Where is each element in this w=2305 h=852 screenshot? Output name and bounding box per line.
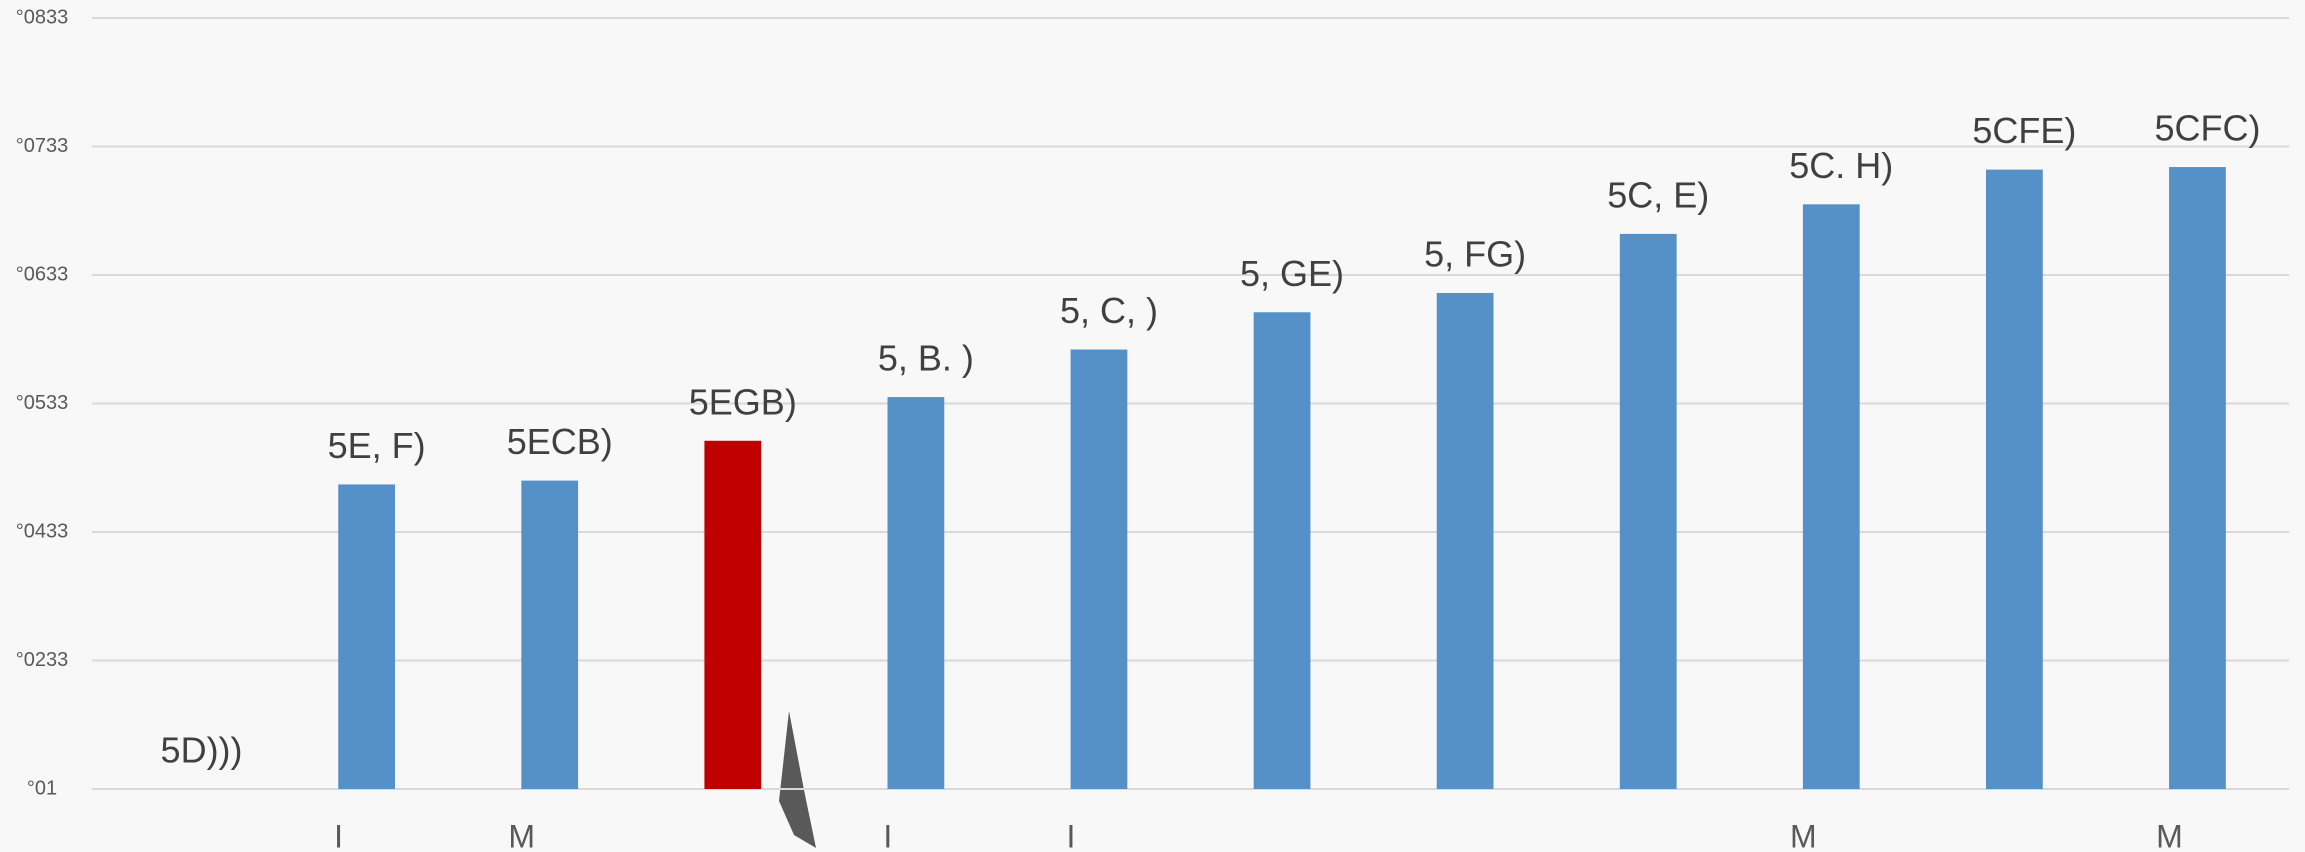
bar bbox=[1985, 169, 2043, 789]
bar bbox=[1070, 349, 1128, 789]
pointer-shape bbox=[779, 711, 816, 848]
data-label: 5CFE) bbox=[1972, 110, 2076, 151]
y-tick-label: °0733 bbox=[16, 135, 69, 157]
data-label: 5E, F) bbox=[328, 425, 426, 466]
y-tick-label: °0233 bbox=[16, 649, 69, 671]
data-label: 5C. H) bbox=[1789, 145, 1893, 186]
y-tick-label: °0833 bbox=[16, 6, 69, 28]
bar bbox=[887, 397, 945, 789]
x-tick-label: M bbox=[1790, 818, 1817, 852]
bar bbox=[704, 440, 762, 789]
bar bbox=[521, 480, 579, 789]
data-label: 5, GE) bbox=[1240, 253, 1344, 294]
x-tick-label: I bbox=[883, 818, 892, 852]
bar bbox=[1253, 312, 1311, 789]
y-tick-label: °01 bbox=[27, 777, 57, 799]
data-label: 5CFC) bbox=[2154, 108, 2260, 149]
data-label: 5D))) bbox=[161, 730, 243, 771]
bar bbox=[1619, 233, 1677, 789]
data-label: 5, C, ) bbox=[1060, 290, 1158, 331]
x-tick-label: I bbox=[1067, 818, 1076, 852]
data-label: 5, B. ) bbox=[878, 338, 974, 379]
bar bbox=[338, 484, 396, 789]
data-label: 5C, E) bbox=[1607, 174, 1709, 215]
data-label: 5ECB) bbox=[507, 421, 613, 462]
data-label: 5EGB) bbox=[689, 381, 797, 422]
y-tick-label: °0433 bbox=[16, 520, 69, 542]
x-tick-label: M bbox=[2156, 818, 2183, 852]
x-tick-label: M bbox=[508, 818, 535, 852]
x-tick-label: I bbox=[334, 818, 343, 852]
bar bbox=[1436, 292, 1494, 789]
y-tick-label: °0633 bbox=[16, 263, 69, 285]
bar bbox=[2169, 167, 2226, 789]
bar bbox=[1802, 204, 1860, 789]
data-label: 5, FG) bbox=[1424, 234, 1526, 275]
y-tick-label: °0533 bbox=[16, 392, 69, 414]
